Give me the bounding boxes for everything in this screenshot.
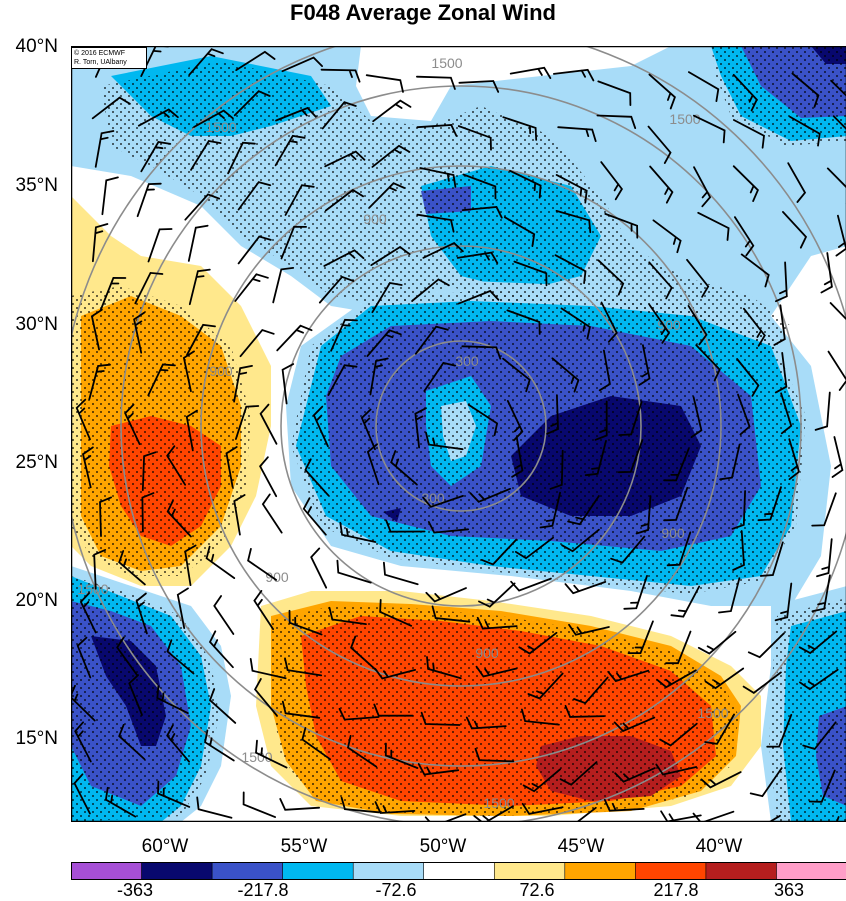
credit-box: © 2016 ECMWF R. Torn, UAlbany xyxy=(71,47,147,69)
colorbar-swatch xyxy=(212,862,283,880)
colorbar-swatch xyxy=(424,862,495,880)
contour-label: 900 xyxy=(661,525,685,541)
colorbar-label: 363 xyxy=(744,880,834,901)
lon-label-50w: 50°W xyxy=(403,836,483,858)
colorbar-label: -217.8 xyxy=(218,880,308,901)
lon-label-45w: 45°W xyxy=(541,836,621,858)
colorbar-swatch xyxy=(777,862,846,880)
lon-label-60w: 60°W xyxy=(125,836,205,858)
colorbar-swatch xyxy=(142,862,213,880)
colorbar-swatch xyxy=(635,862,706,880)
lat-label-30n: 30°N xyxy=(0,314,58,336)
colorbar xyxy=(71,862,846,880)
map-plot: 1500 1500 1500 900 900 900 900 900 900 3… xyxy=(71,46,846,822)
lon-label-55w: 55°W xyxy=(264,836,344,858)
lat-label-40n: 40°N xyxy=(0,36,58,58)
colorbar-swatch xyxy=(71,862,142,880)
contour-label: 300 xyxy=(455,353,479,369)
colorbar-label: -72.6 xyxy=(351,880,441,901)
contour-label: 900 xyxy=(209,363,233,379)
map-title: F048 Average Zonal Wind xyxy=(0,0,846,26)
lon-label-40w: 40°W xyxy=(679,836,759,858)
lat-label-25n: 25°N xyxy=(0,452,58,474)
contour-label: 900 xyxy=(363,211,387,227)
colorbar-label: -363 xyxy=(90,880,180,901)
colorbar-swatch xyxy=(494,862,565,880)
contour-label: 900 xyxy=(265,569,289,585)
lat-label-35n: 35°N xyxy=(0,175,58,197)
contour-label: 900 xyxy=(475,645,499,661)
colorbar-label: 217.8 xyxy=(631,880,721,901)
stipple-east xyxy=(769,598,846,822)
contour-label: 1500 xyxy=(241,749,272,765)
credit-line-1: © 2016 ECMWF xyxy=(74,49,144,58)
contour-label: 1500 xyxy=(205,119,236,135)
colorbar-swatch xyxy=(283,862,354,880)
colorbar-label: 72.6 xyxy=(492,880,582,901)
contour-label: 1500 xyxy=(697,705,728,721)
colorbar-swatch xyxy=(565,862,636,880)
credit-line-2: R. Torn, UAlbany xyxy=(74,58,144,67)
contour-label: 1500 xyxy=(77,581,108,597)
contour-label: 900 xyxy=(657,317,681,333)
lat-label-20n: 20°N xyxy=(0,590,58,612)
colorbar-swatch xyxy=(706,862,777,880)
contour-label: 1500 xyxy=(669,111,700,127)
lat-label-15n: 15°N xyxy=(0,728,58,750)
contour-label: 1500 xyxy=(431,55,462,71)
colorbar-swatch xyxy=(353,862,424,880)
